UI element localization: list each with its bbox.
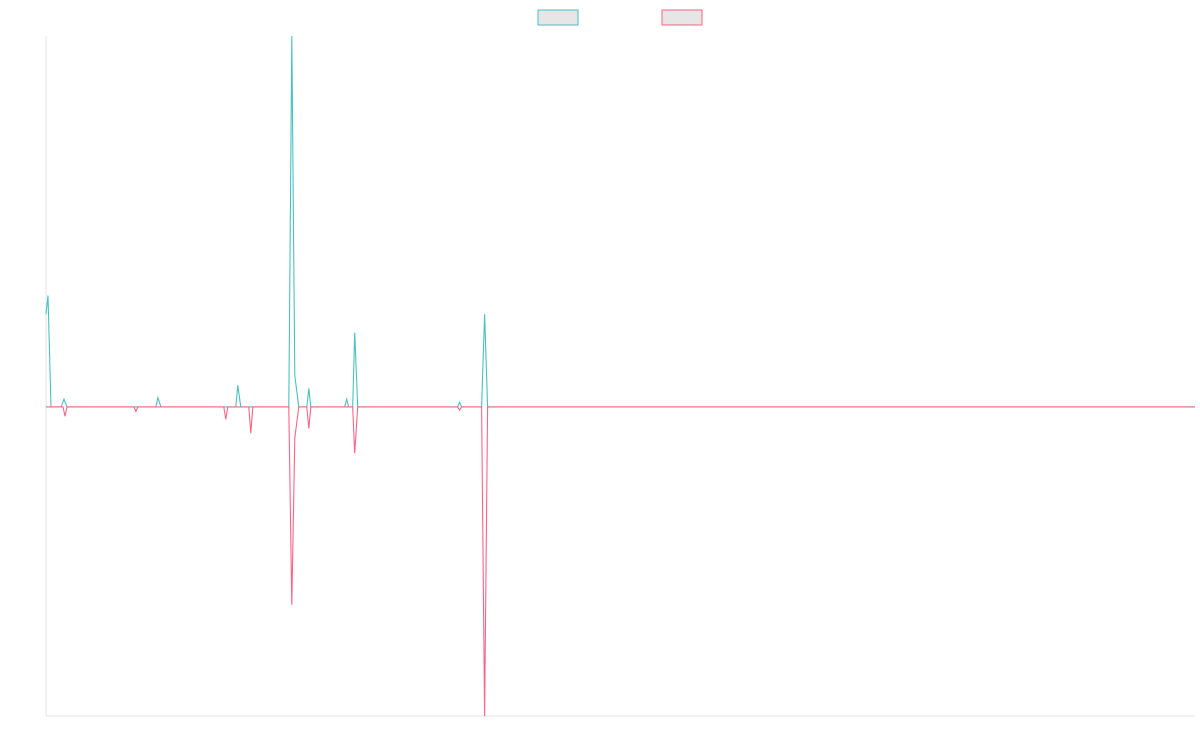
chart-series-layer — [45, 35, 1195, 717]
series-line-1 — [46, 406, 1195, 717]
chart-legend[interactable] — [537, 9, 703, 26]
legend-swatch-1[interactable] — [661, 9, 703, 26]
legend-item-0[interactable] — [537, 9, 579, 26]
legend-item-1[interactable] — [661, 9, 703, 26]
chart-axes — [45, 36, 1195, 717]
series-line-0 — [45, 35, 1195, 408]
legend-swatch-0[interactable] — [537, 9, 579, 26]
